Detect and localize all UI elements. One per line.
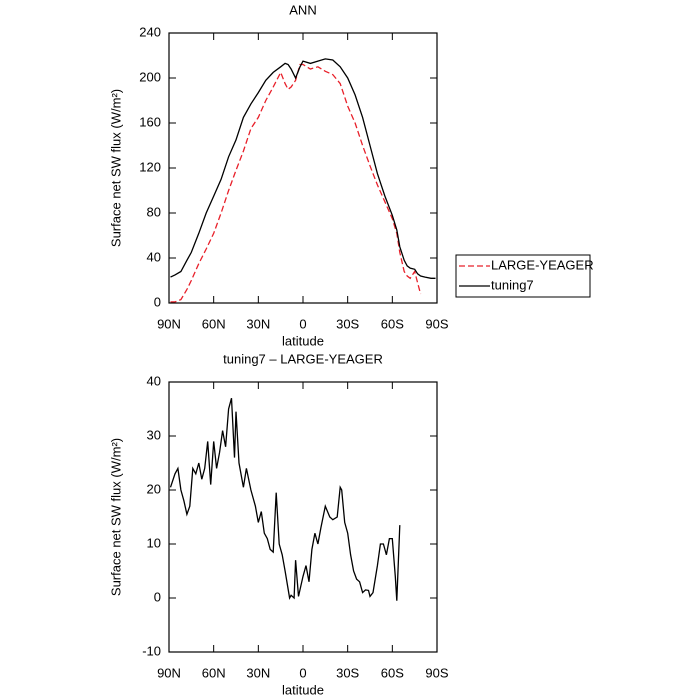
x-tick-label: 90S	[425, 316, 448, 331]
y-tick-label: 40	[147, 373, 161, 388]
y-tick-label: 120	[139, 159, 161, 174]
x-tick-label: 30S	[336, 316, 359, 331]
legend-label: tuning7	[491, 277, 534, 292]
x-tick-label: 60S	[381, 316, 404, 331]
x-tick-label: 60S	[381, 665, 404, 680]
x-axis-label: latitude	[282, 333, 324, 348]
x-tick-label: 0	[299, 665, 306, 680]
y-tick-label: 40	[147, 249, 161, 264]
legend-label: LARGE-YEAGER	[491, 257, 594, 272]
y-tick-label: 0	[154, 294, 161, 309]
x-tick-label: 60N	[202, 665, 226, 680]
y-tick-label: 160	[139, 114, 161, 129]
data-line	[169, 398, 401, 601]
y-tick-label: 200	[139, 69, 161, 84]
y-axis-label: Surface net SW flux (W/m²)	[108, 89, 123, 247]
x-tick-label: 90N	[157, 316, 181, 331]
y-tick-label: 0	[154, 589, 161, 604]
plot-frame	[168, 381, 438, 653]
plot-frame	[168, 32, 438, 304]
y-tick-label: -10	[142, 643, 161, 658]
y-tick-label: 20	[147, 481, 161, 496]
y-axis-label: Surface net SW flux (W/m²)	[108, 438, 123, 596]
y-tick-label: 80	[147, 204, 161, 219]
x-tick-label: 90N	[157, 665, 181, 680]
x-tick-label: 30S	[336, 665, 359, 680]
x-tick-label: 30N	[246, 316, 270, 331]
chart-title: ANN	[289, 2, 316, 17]
legend-box	[455, 254, 591, 298]
y-tick-label: 240	[139, 24, 161, 39]
x-tick-label: 30N	[246, 665, 270, 680]
x-tick-label: 90S	[425, 665, 448, 680]
y-tick-label: 30	[147, 427, 161, 442]
x-axis-label: latitude	[282, 682, 324, 697]
data-line	[170, 58, 436, 279]
data-line	[170, 63, 422, 303]
x-tick-label: 60N	[202, 316, 226, 331]
x-tick-label: 0	[299, 316, 306, 331]
y-tick-label: 10	[147, 535, 161, 550]
chart-title: tuning7 – LARGE-YEAGER	[223, 351, 383, 366]
